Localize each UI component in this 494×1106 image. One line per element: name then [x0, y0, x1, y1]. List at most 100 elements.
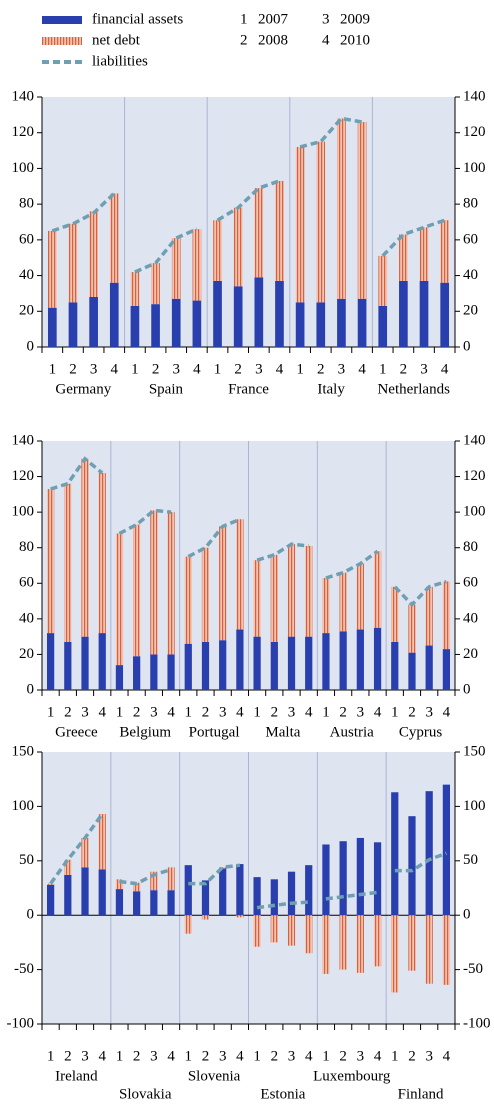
legend-label: liabilities — [92, 53, 148, 69]
bar — [201, 641, 210, 690]
liabilities-line — [325, 549, 379, 580]
bar — [253, 877, 261, 916]
group-label: Malta — [265, 724, 300, 740]
x-tick-label: 1 — [116, 704, 124, 720]
bar — [408, 816, 416, 916]
x-tick-label: 2 — [271, 1048, 279, 1064]
group-label: Netherlands — [377, 381, 450, 397]
bar — [322, 915, 330, 974]
y2-tick-label: 60 — [463, 231, 478, 247]
bar — [219, 868, 227, 916]
bar — [339, 841, 347, 916]
x-tick-label: 1 — [214, 361, 222, 377]
liabilities-line — [299, 116, 363, 149]
bar — [150, 654, 158, 690]
x-tick-label: 2 — [339, 704, 347, 720]
x-tick-label: 3 — [425, 704, 433, 720]
bar — [357, 122, 367, 299]
x-tick-label: 1 — [185, 1048, 193, 1064]
bar — [408, 915, 416, 971]
y-tick-label: 20 — [19, 646, 34, 662]
bar — [287, 636, 296, 690]
y2-tick-label: 40 — [463, 610, 478, 626]
bar — [167, 867, 175, 891]
bar — [399, 280, 408, 347]
group-label: Greece — [55, 724, 98, 740]
bar — [167, 512, 175, 655]
y-tick-label: 0 — [27, 338, 35, 354]
liabilities-line — [256, 542, 309, 562]
bar — [233, 207, 243, 287]
x-tick-label: 2 — [317, 361, 325, 377]
x-tick-label: 1 — [185, 704, 193, 720]
liabilities-line — [119, 867, 172, 886]
bar — [373, 915, 382, 967]
x-tick-label: 2 — [202, 1048, 210, 1064]
bar — [46, 883, 55, 885]
bar — [373, 551, 382, 628]
bar — [46, 489, 55, 634]
bar — [81, 458, 89, 637]
key-number: 1 — [240, 11, 248, 27]
y-tick-label: 120 — [12, 468, 35, 484]
bar — [109, 193, 119, 283]
bar — [316, 302, 326, 347]
y-tick-label: 140 — [12, 88, 35, 104]
legend-label: net debt — [92, 32, 141, 48]
x-tick-label: 1 — [253, 1048, 261, 1064]
bar — [419, 227, 429, 281]
y2-tick-label: 80 — [463, 539, 478, 555]
bar — [89, 297, 98, 347]
y-tick-label: 120 — [12, 124, 35, 140]
bar — [373, 627, 382, 690]
bar — [150, 890, 158, 916]
x-tick-label: 2 — [408, 704, 416, 720]
x-tick-label: 1 — [391, 1048, 399, 1064]
x-tick-label: 4 — [193, 361, 201, 377]
bar — [133, 656, 141, 690]
x-tick-label: 1 — [296, 361, 304, 377]
x-tick-label: 3 — [288, 704, 296, 720]
x-tick-label: 4 — [443, 704, 451, 720]
bar — [184, 643, 192, 690]
x-tick-label: 3 — [81, 704, 89, 720]
bar — [81, 867, 89, 916]
bar — [253, 636, 261, 690]
x-tick-label: 1 — [47, 704, 55, 720]
x-tick-label: 1 — [131, 361, 139, 377]
bar — [98, 633, 106, 690]
liabilities-line — [256, 900, 309, 910]
bar — [356, 563, 364, 630]
y2-tick-label: 60 — [463, 575, 478, 591]
bar — [64, 641, 72, 690]
bar — [253, 915, 261, 947]
y2-tick-label: 50 — [463, 852, 478, 868]
key-number: 4 — [322, 32, 330, 48]
bar — [295, 302, 305, 347]
x-tick-label: 1 — [49, 361, 57, 377]
bar — [133, 524, 141, 657]
bar — [219, 867, 227, 869]
bar — [115, 533, 124, 666]
x-tick-label: 1 — [47, 1048, 55, 1064]
bar — [339, 572, 347, 632]
bar — [254, 277, 264, 347]
bar — [233, 286, 243, 347]
bar — [339, 631, 347, 690]
bar — [391, 792, 399, 916]
x-tick-label: 4 — [374, 1048, 382, 1064]
bar — [305, 865, 313, 916]
bar — [425, 915, 433, 984]
x-tick-label: 4 — [167, 704, 175, 720]
bar — [167, 890, 175, 916]
key-number: 2 — [240, 32, 248, 48]
y-tick-label: 100 — [12, 504, 35, 520]
y-tick-label: 40 — [19, 267, 34, 283]
bar — [357, 298, 367, 347]
group-label: France — [228, 381, 269, 397]
x-tick-label: 1 — [379, 361, 387, 377]
liabilities-line — [188, 863, 241, 886]
bar — [305, 915, 313, 954]
bar — [213, 220, 222, 281]
liabilities-line — [51, 192, 116, 233]
